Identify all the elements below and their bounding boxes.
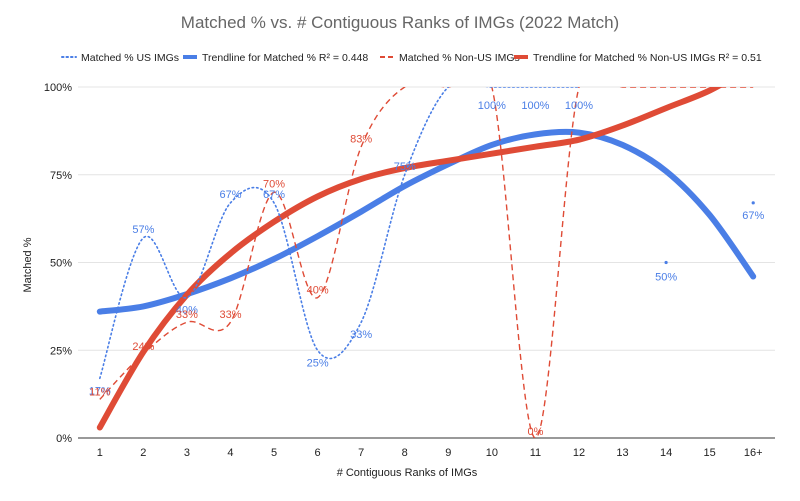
x-tick-label: 2 [140,447,146,459]
data-label-non-us: 70% [263,178,285,190]
data-label-non-us: 0% [527,426,543,438]
y-tick-label: 0% [56,433,72,445]
x-tick-label: 6 [315,447,321,459]
x-tick-label: 3 [184,447,190,459]
x-tick-label: 12 [573,447,585,459]
data-label-non-us: 33% [219,309,241,321]
data-label-non-us: 83% [350,134,372,146]
data-label-us: 57% [132,224,154,236]
y-axis-ticks: 0% 25% 50% 75% 100% [44,82,72,445]
data-label-us: 50% [655,272,677,284]
legend-label: Matched % Non-US IMGs [399,52,520,64]
data-label-us: 67% [219,189,241,201]
data-label-us: 17% [89,385,111,397]
data-labels: 17% 57% 40% 67% 67% 25% 33% 75% 100% 100% 100% 50% 6… [89,100,765,438]
x-tick-label: 15 [704,447,716,459]
x-axis-title: # Contiguous Ranks of IMGs [337,467,478,479]
x-tick-label: 9 [445,447,451,459]
y-tick-label: 100% [44,82,72,94]
y-tick-label: 75% [50,170,72,182]
data-label-non-us: 24% [132,341,154,353]
x-axis-ticks: 1 2 3 4 5 6 7 8 9 10 11 12 13 14 15 16+ [97,447,763,459]
chart-title: Matched % vs. # Contiguous Ranks of IMGs… [181,13,619,32]
y-tick-label: 50% [50,258,72,270]
data-label-us: 67% [263,189,285,201]
data-label-us: 100% [478,100,506,112]
data-label-us: 40% [176,305,198,317]
trendline-non-us [96,87,723,431]
y-tick-label: 25% [50,345,72,357]
x-tick-label: 1 [97,447,103,459]
x-tick-label: 7 [358,447,364,459]
data-label-us: 75% [394,161,416,173]
x-tick-label: 16+ [744,447,763,459]
data-label-us: 25% [307,357,329,369]
series-point-us [664,260,668,265]
legend: Matched % US IMGs Trendline for Matched %… [61,52,762,64]
data-label-us: 67% [742,210,764,222]
legend-label: Trendline for Matched % R² = 0.448 [202,52,368,64]
series-point-us [751,201,755,205]
x-tick-label: 5 [271,447,277,459]
series-line-us [99,87,580,380]
legend-label: Matched % US IMGs [81,52,179,64]
x-tick-label: 13 [616,447,628,459]
series-line-non-us [99,87,754,438]
y-axis-title: Matched % [22,237,34,292]
x-tick-label: 14 [660,447,672,459]
data-label-us: 33% [350,329,372,341]
series-group [96,87,757,438]
data-label-non-us: 33% [176,309,198,321]
data-label-non-us: 11% [89,386,110,398]
trendline-us [96,128,757,315]
x-tick-label: 8 [402,447,408,459]
x-tick-label: 10 [486,447,498,459]
data-label-us: 100% [565,100,593,112]
legend-label: Trendline for Matched % Non-US IMGs R² =… [533,52,762,64]
data-label-non-us: 40% [307,285,329,297]
data-label-us: 100% [521,100,549,112]
plot-area [96,87,757,438]
x-tick-label: 11 [530,447,541,459]
x-tick-label: 4 [227,447,233,459]
